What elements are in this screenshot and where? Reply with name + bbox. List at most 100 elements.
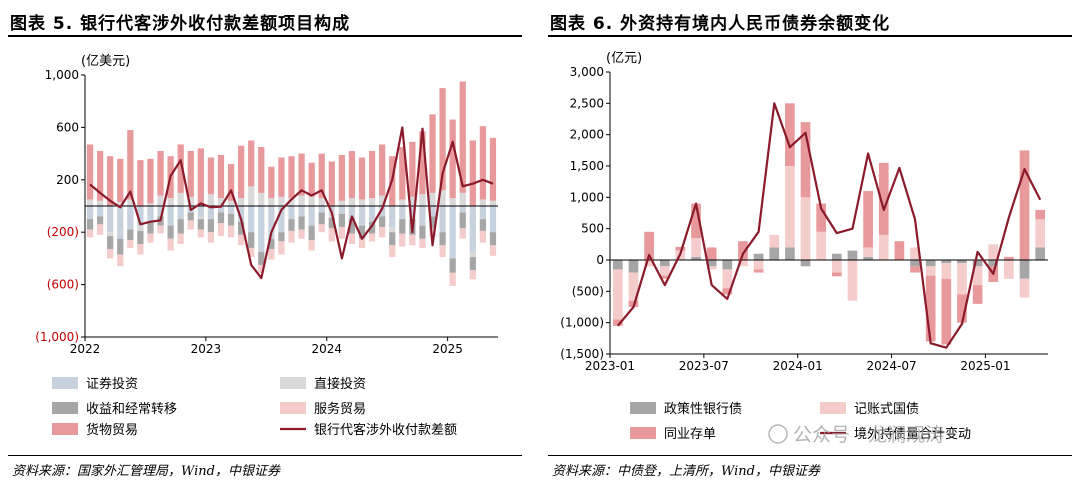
bar-直接投资 bbox=[469, 251, 476, 258]
bar-直接投资 bbox=[167, 198, 174, 206]
bar-收益和经常转移 bbox=[187, 212, 194, 221]
bar-记账式国债 bbox=[1019, 278, 1030, 298]
bar-收益和经常转移 bbox=[459, 212, 466, 229]
bar-记账式国债 bbox=[612, 269, 623, 320]
bar-直接投资 bbox=[439, 190, 446, 206]
bar-证券投资 bbox=[338, 206, 345, 214]
bar-记账式国债 bbox=[878, 234, 889, 260]
bar-货物贸易 bbox=[379, 144, 386, 196]
y-tick-label: 2,000 bbox=[570, 128, 604, 142]
bar-收益和经常转移 bbox=[489, 232, 497, 246]
chart-svg: 3,000 2,500 2,000 1,500 1,000 500 0 (500) (1,000… bbox=[560, 51, 1048, 446]
bar-同业存单 bbox=[1019, 150, 1030, 260]
bar-服务贸易 bbox=[409, 234, 416, 246]
bar-政策性银行债 bbox=[1019, 260, 1030, 279]
bar-政策性银行债 bbox=[706, 260, 717, 267]
bar-记账式国债 bbox=[691, 238, 701, 257]
bar-服务贸易 bbox=[338, 226, 345, 239]
legend-label: 同业存单 bbox=[664, 427, 716, 442]
bar-证券投资 bbox=[459, 206, 466, 213]
bar-货物贸易 bbox=[469, 140, 476, 206]
bar-政策性银行债 bbox=[659, 260, 670, 267]
bar-服务贸易 bbox=[419, 238, 426, 248]
bar-直接投资 bbox=[268, 198, 275, 206]
bar-同业存单 bbox=[910, 266, 920, 273]
watermark: 公众号 · 龙澜观涛 bbox=[793, 424, 944, 446]
bar-同业存单 bbox=[785, 103, 795, 166]
bar-服务贸易 bbox=[358, 238, 366, 248]
figure-5-panel: 图表 5. 银行代客涉外收付款差额项目构成 1,000 600 200 (200) (6… bbox=[0, 0, 530, 486]
bar-政策性银行债 bbox=[800, 260, 811, 267]
bar-服务贸易 bbox=[248, 247, 255, 258]
bar-政策性银行债 bbox=[910, 260, 920, 267]
bar-直接投资 bbox=[389, 226, 396, 233]
bar-服务贸易 bbox=[107, 249, 114, 259]
bar-同业存单 bbox=[972, 285, 983, 304]
source-rule bbox=[8, 455, 522, 456]
source-note: 资料来源：国家外汇管理局，Wind，中银证券 bbox=[12, 464, 280, 479]
bar-服务贸易 bbox=[187, 220, 194, 230]
y-tick-label: 0 bbox=[596, 253, 604, 267]
bar-记账式国债 bbox=[941, 263, 952, 279]
bar-服务贸易 bbox=[348, 233, 356, 244]
bar-记账式国债 bbox=[738, 260, 748, 267]
x-tick-label: 2023 bbox=[191, 342, 222, 356]
bar-同业存单 bbox=[925, 275, 936, 342]
y-tick-label: (1,000) bbox=[560, 316, 604, 330]
bar-证券投资 bbox=[318, 206, 325, 213]
bar-记账式国债 bbox=[1004, 260, 1014, 279]
y-tick-label: 3,000 bbox=[570, 65, 604, 79]
bar-收益和经常转移 bbox=[137, 230, 144, 244]
bar-服务贸易 bbox=[117, 254, 124, 267]
bar-服务贸易 bbox=[298, 229, 305, 239]
bar-服务贸易 bbox=[137, 243, 144, 255]
bar-收益和经常转移 bbox=[419, 225, 426, 239]
bar-货物贸易 bbox=[207, 157, 215, 195]
bar-货物贸易 bbox=[489, 137, 497, 201]
bar-直接投资 bbox=[137, 225, 144, 231]
bar-收益和经常转移 bbox=[338, 213, 345, 227]
bar-收益和经常转移 bbox=[439, 232, 446, 246]
bar-收益和经常转移 bbox=[429, 216, 436, 229]
bar-同业存单 bbox=[1035, 209, 1046, 220]
bar-记账式国债 bbox=[628, 272, 639, 301]
bar-同业存单 bbox=[753, 269, 764, 273]
bar-记账式国债 bbox=[816, 231, 827, 260]
bar-记账式国债 bbox=[753, 260, 764, 270]
bar-政策性银行债 bbox=[847, 250, 858, 260]
bar-直接投资 bbox=[86, 199, 94, 206]
y-tick-label: 2,500 bbox=[570, 96, 604, 110]
bar-证券投资 bbox=[127, 206, 134, 230]
legend-swatch bbox=[630, 402, 656, 414]
bar-同业存单 bbox=[706, 247, 717, 260]
bar-服务贸易 bbox=[227, 225, 235, 238]
bar-直接投资 bbox=[308, 196, 315, 206]
bar-记账式国债 bbox=[925, 266, 936, 276]
bar-同业存单 bbox=[878, 162, 889, 235]
bar-直接投资 bbox=[409, 196, 416, 206]
bar-收益和经常转移 bbox=[358, 225, 366, 239]
x-tick-label: 2023-07 bbox=[679, 359, 729, 373]
y-tick-label: 1,000 bbox=[45, 68, 79, 82]
bar-货物贸易 bbox=[399, 147, 406, 200]
bar-货物贸易 bbox=[96, 150, 104, 201]
bar-证券投资 bbox=[107, 206, 114, 233]
figure-title: 图表 6. 外资持有境内人民币债券余额变化 bbox=[550, 14, 891, 34]
bar-记账式国债 bbox=[800, 197, 811, 260]
bar-货物贸易 bbox=[288, 156, 295, 199]
bar-收益和经常转移 bbox=[389, 232, 396, 246]
bar-收益和经常转移 bbox=[207, 219, 215, 233]
bar-货物贸易 bbox=[147, 158, 154, 204]
bar-同业存单 bbox=[659, 275, 670, 279]
y-tick-label: (1,500) bbox=[560, 347, 604, 361]
bar-收益和经常转移 bbox=[268, 238, 275, 250]
bar-服务贸易 bbox=[207, 232, 215, 243]
legend-swatch bbox=[52, 423, 78, 435]
bar-直接投资 bbox=[399, 199, 406, 206]
bar-政策性银行债 bbox=[988, 260, 999, 267]
bar-同业存单 bbox=[831, 272, 842, 277]
bar-同业存单 bbox=[816, 203, 827, 232]
bar-收益和经常转移 bbox=[469, 257, 476, 271]
bar-货物贸易 bbox=[338, 154, 345, 201]
bar-收益和经常转移 bbox=[368, 221, 376, 234]
